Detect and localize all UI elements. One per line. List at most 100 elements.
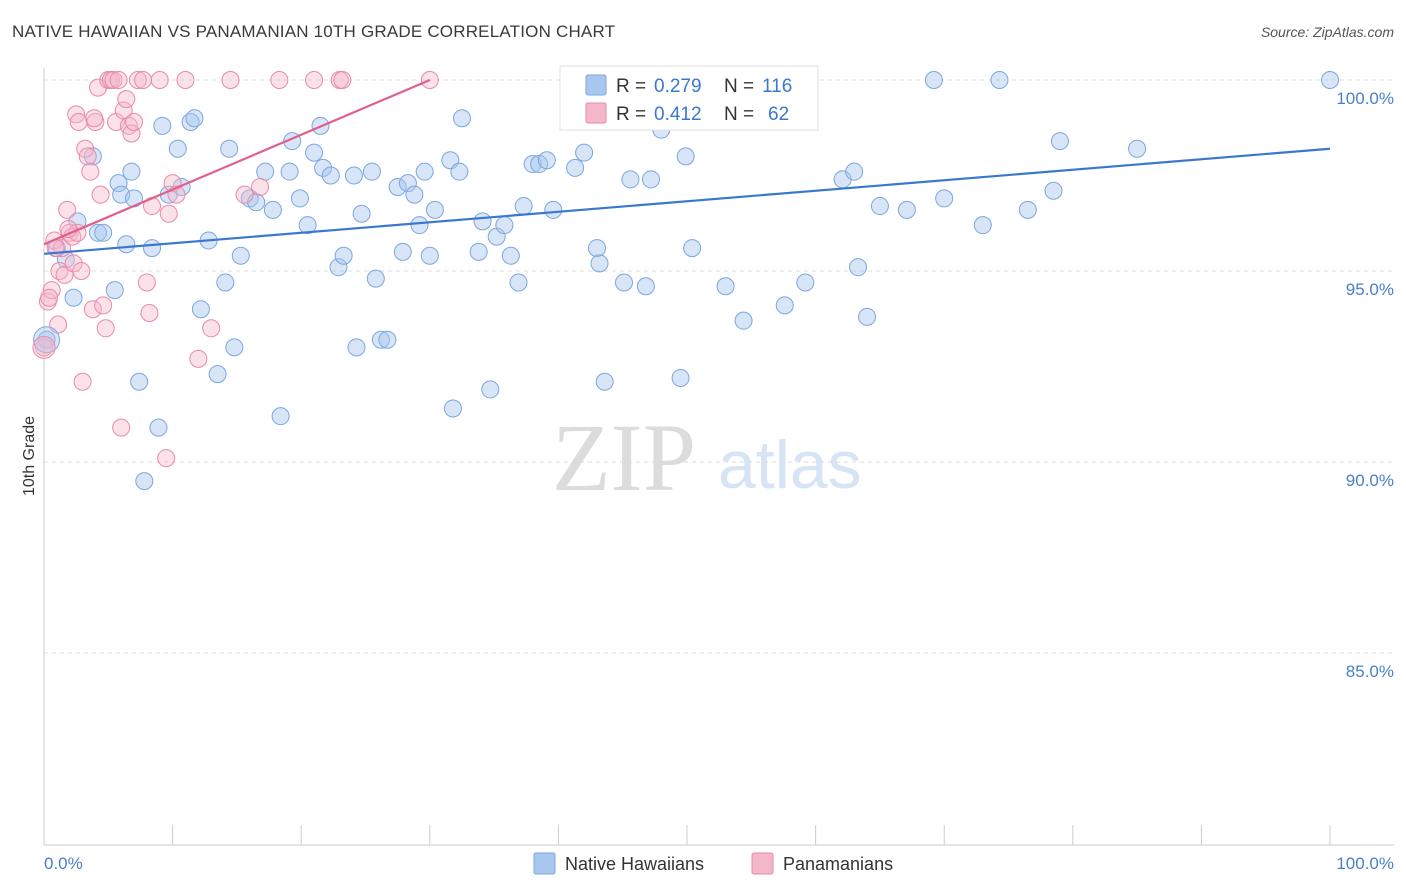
native-hawaiian-point (298, 216, 317, 235)
native-hawaiian-point (566, 158, 585, 177)
native-hawaiian-point (544, 200, 563, 219)
panamanian-point (96, 319, 115, 338)
native-hawaiian-point (775, 296, 794, 315)
native-hawaiian-point (220, 139, 239, 158)
native-hawaiian-point (117, 235, 136, 254)
native-hawaiian-point (870, 197, 889, 216)
native-hawaiian-point (366, 269, 385, 288)
native-hawaiian-point (590, 254, 609, 273)
native-hawaiian-point (469, 242, 488, 261)
native-hawaiian-point (716, 277, 735, 296)
panamanian-point (73, 372, 92, 391)
panamanian-point (140, 304, 159, 323)
legend-r-label-1: R = (616, 76, 646, 97)
native-hawaiian-point (641, 170, 660, 189)
chart-title: NATIVE HAWAIIAN VS PANAMANIAN 10TH GRADE… (12, 22, 616, 41)
y-tick-label: 85.0% (1346, 662, 1394, 681)
native-hawaiian-point (897, 200, 916, 219)
panamanian-point (64, 254, 83, 273)
panamanian-point (32, 335, 56, 359)
grid-layer (44, 79, 1394, 654)
panamanian-point (122, 124, 141, 143)
native-hawaiian-point (352, 204, 371, 223)
panamanian-point (221, 71, 240, 89)
native-hawaiian-point (935, 189, 954, 208)
bottom-legend-swatch-panamanians (751, 852, 774, 875)
native-hawaiian-point (185, 109, 204, 128)
native-hawaiian-point (587, 239, 606, 258)
native-hawaiian-point (393, 242, 412, 261)
native-hawaiian-point (388, 177, 407, 196)
panamanian-point (125, 113, 144, 132)
native-hawaiian-point (845, 162, 864, 181)
native-hawaiian-point (398, 174, 417, 193)
native-hawaiian-point (314, 158, 333, 177)
native-hawaiian-point (410, 216, 429, 235)
native-hawaiian-point (271, 407, 290, 426)
native-hawaiian-point (143, 239, 162, 258)
native-hawaiian-point (105, 281, 124, 300)
native-hawaiian-point (443, 399, 462, 418)
panamanian-point (134, 71, 153, 89)
native-hawaiian-point (1018, 200, 1037, 219)
native-hawaiian-point (208, 365, 227, 384)
series-legend: Native Hawaiians Panamanians (533, 852, 893, 875)
native-hawaiian-point (305, 143, 324, 162)
y-tick-label: 100.0% (1336, 89, 1394, 108)
panamanian-point (202, 319, 221, 338)
legend-swatch-native-hawaiians (585, 74, 607, 96)
bottom-legend-swatch-native-hawaiians (533, 852, 556, 875)
panamanian-point (78, 147, 97, 166)
x-tick-label-min: 0.0% (44, 854, 83, 873)
native-hawaiian-point (473, 212, 492, 231)
native-hawaiian-point (595, 372, 614, 391)
native-hawaiian-point (495, 216, 514, 235)
native-hawaiian-point (122, 162, 141, 181)
panamanian-point (189, 349, 208, 368)
native-hawaiian-point (216, 273, 235, 292)
native-hawaiian-point (1050, 132, 1069, 151)
x-tick-label-max: 100.0% (1336, 854, 1394, 873)
y-tick-label: 95.0% (1346, 280, 1394, 299)
native-hawaiian-point (509, 273, 528, 292)
native-hawaiian-point (990, 71, 1009, 89)
native-hawaiian-point (636, 277, 655, 296)
legend-n-value-2: 62 (768, 104, 789, 125)
native-hawaiian-point (501, 246, 520, 265)
panamanian-point (104, 71, 123, 89)
panamanian-point (91, 185, 110, 204)
legend-n-value-1: 116 (762, 76, 792, 97)
native-hawaiian-point (1321, 71, 1339, 89)
panamanian-point (72, 262, 91, 280)
panamanian-point (81, 162, 100, 181)
native-hawaiian-point (94, 223, 113, 242)
native-hawaiian-point (149, 418, 168, 437)
native-hawaiian-point (83, 147, 102, 166)
panamanian-point (251, 177, 270, 196)
native-hawaiian-point (256, 162, 275, 181)
native-hawaiian-point (683, 239, 702, 258)
native-hawaiian-point (849, 258, 868, 277)
legend-n-label-1: N = (724, 76, 754, 97)
native-hawaiian-point (614, 273, 633, 292)
native-hawaiian-point (924, 71, 943, 89)
native-hawaiian-point (575, 143, 594, 162)
native-hawaiian-point (231, 246, 250, 265)
watermark-atlas: atlas (718, 427, 862, 503)
native-hawaiian-point (425, 200, 444, 219)
watermark-zip: ZIP (552, 404, 696, 511)
bottom-legend-label-panamanians: Panamanians (783, 854, 893, 874)
native-hawaiian-point (796, 273, 815, 292)
native-hawaiian-point (676, 147, 695, 166)
panamanian-point (94, 296, 113, 315)
panamanian-point (157, 449, 176, 468)
native-hawaiian-point (290, 189, 309, 208)
native-hawaiian-point (153, 116, 172, 135)
native-hawaiian-point (64, 288, 83, 307)
y-tick-label: 90.0% (1346, 471, 1394, 490)
native-hawaiian-point (858, 307, 877, 326)
native-hawaiian-point (450, 162, 469, 181)
native-hawaiian-point (280, 162, 299, 181)
panamanian-point (137, 273, 156, 292)
